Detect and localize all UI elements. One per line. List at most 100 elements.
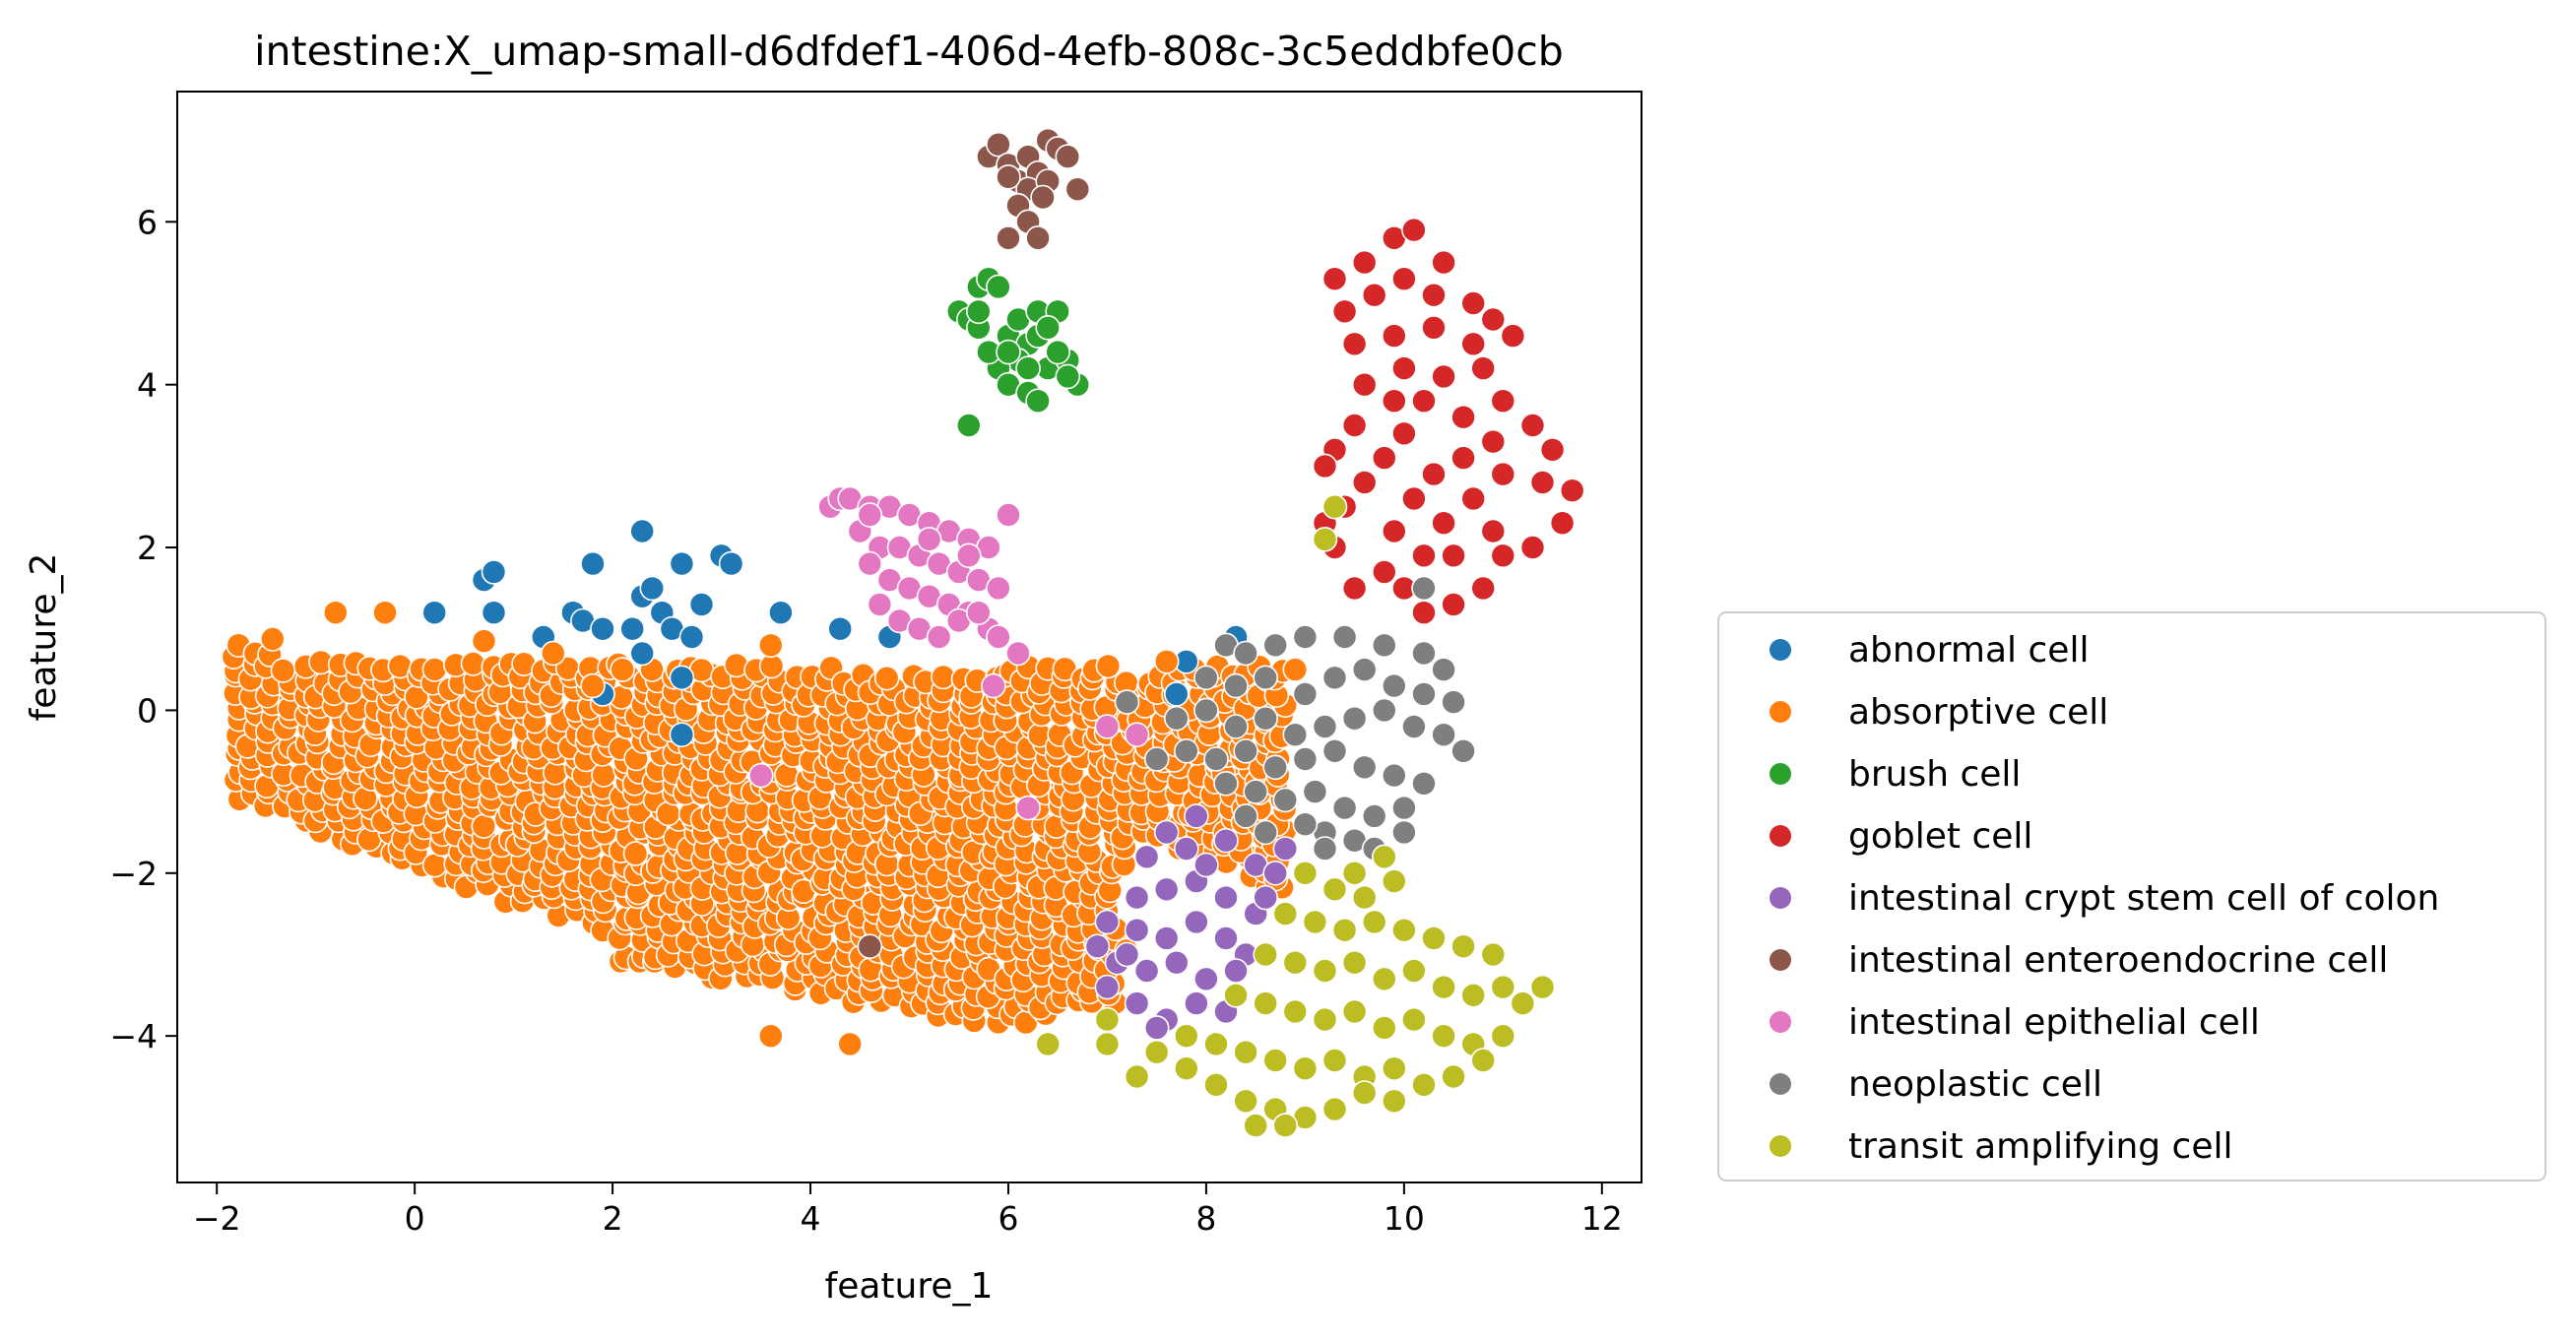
transit-amplifying-cell-point — [1282, 949, 1309, 976]
legend-marker — [1770, 1135, 1791, 1157]
transit-amplifying-cell-point — [1341, 998, 1368, 1025]
transit-amplifying-cell-point — [1341, 860, 1368, 886]
goblet-cell-point — [1382, 323, 1407, 349]
y-tick-label: 6 — [137, 203, 158, 241]
transit-amplifying-cell-point — [1431, 1023, 1456, 1049]
x-tick-label: 10 — [1384, 1199, 1425, 1238]
intestinal-crypt-stem-cell-of-colon-point — [1124, 884, 1150, 911]
absorptive-cell-point — [757, 632, 784, 659]
neoplastic-cell-point — [1272, 787, 1299, 813]
transit-amplifying-cell-point — [1372, 966, 1397, 992]
goblet-cell-point — [1539, 436, 1566, 463]
chart-title: intestine:X_umap-small-d6dfdef1-406d-4ef… — [254, 28, 1564, 75]
neoplastic-cell-point — [1411, 770, 1437, 797]
x-tick-label: 4 — [801, 1199, 821, 1238]
legend-label: intestinal crypt stem cell of colon — [1848, 878, 2439, 919]
transit-amplifying-cell-point — [1253, 990, 1278, 1016]
transit-amplifying-cell-point — [1203, 1031, 1229, 1057]
absorptive-point — [873, 665, 900, 691]
intestinal-crypt-stem-cell-of-colon-point — [1124, 990, 1150, 1016]
brush-cell-point — [1025, 388, 1051, 415]
intestinal-epithelial-cell-point — [955, 543, 982, 569]
neoplastic-cell-point — [1114, 689, 1140, 715]
transit-amplifying-cell-point — [1490, 1023, 1516, 1049]
neoplastic-cell-point — [1223, 714, 1249, 739]
transit-amplifying-cell-point — [1223, 982, 1249, 1008]
intestinal-crypt-stem-cell-of-colon-point — [1114, 941, 1140, 968]
neoplastic-cell-point — [1292, 624, 1319, 650]
intestinal-epithelial-cell-point — [996, 502, 1021, 528]
transit-amplifying-cell-point — [1243, 1113, 1268, 1138]
legend: abnormal cell absorptive cell brush cell go… — [1717, 611, 2546, 1181]
intestinal-crypt-stem-cell-of-colon-point — [1193, 852, 1219, 878]
transit-amplifying-cell-point — [1233, 1088, 1258, 1115]
transit-amplifying-cell-point — [1321, 1048, 1348, 1073]
absorptive-cell-point — [610, 657, 635, 682]
x-tick-label: 8 — [1195, 1199, 1216, 1238]
brush-cell-point — [1035, 314, 1061, 341]
neoplastic-cell-point — [1233, 737, 1258, 764]
neoplastic-cell-point — [1351, 754, 1378, 781]
transit-amplifying-cell-point — [1321, 876, 1348, 903]
transit-amplifying-cell-point — [1421, 926, 1447, 951]
neoplastic-cell-point — [1312, 714, 1338, 739]
intestinal-epithelial-cell-point — [747, 762, 774, 789]
absorptive-point — [471, 813, 497, 839]
absorptive-point — [460, 651, 486, 676]
intestinal-enteroendocrine-cell-point — [996, 225, 1021, 251]
abnormal-cell-point — [639, 575, 666, 602]
transit-amplifying-cell-point — [1203, 1072, 1229, 1098]
intestinal-epithelial-cell-point — [965, 600, 992, 626]
brush-cell-point — [986, 274, 1011, 300]
intestinal-epithelial-cell-point — [916, 526, 942, 552]
intestinal-epithelial-cell-point — [857, 550, 883, 577]
absorptive-point — [421, 657, 448, 682]
goblet-cell-point — [1549, 510, 1576, 537]
goblet-cell-point — [1351, 470, 1378, 495]
goblet-cell-point — [1391, 355, 1417, 381]
transit-amplifying-cell-point — [1094, 1006, 1121, 1033]
y-tick-label: 2 — [137, 529, 158, 567]
x-tick-label: 2 — [603, 1199, 623, 1238]
transit-amplifying-cell-point — [1441, 1063, 1466, 1090]
neoplastic-cell-point — [1253, 705, 1278, 732]
abnormal-cell-point — [580, 550, 606, 577]
intestinal-epithelial-cell-point — [1015, 795, 1041, 821]
abnormal-cell-point — [629, 518, 656, 544]
transit-amplifying-cell-point — [1341, 949, 1368, 976]
goblet-cell-point — [1401, 217, 1427, 243]
goblet-cell-point — [1411, 543, 1437, 569]
transit-amplifying-cell-point — [1094, 1031, 1121, 1057]
neoplastic-cell-point — [1164, 705, 1190, 732]
transit-amplifying-cell-point — [1372, 1015, 1397, 1041]
neoplastic-cell-point — [1361, 803, 1387, 829]
goblet-cell-point — [1341, 413, 1368, 438]
goblet-cell-point — [1480, 428, 1507, 455]
goblet-cell-point — [1321, 266, 1348, 292]
abnormal-cell-point — [1164, 681, 1190, 707]
goblet-cell-point — [1460, 331, 1486, 357]
neoplastic-cell-point — [1401, 714, 1427, 739]
points-layer — [221, 127, 1585, 1138]
x-axis: −2 0 2 4 6 8 10 12 — [193, 1182, 1623, 1238]
transit-amplifying-cell-point — [1321, 1096, 1348, 1122]
abnormal-cell-point — [768, 600, 794, 626]
neoplastic-cell-point — [1391, 795, 1417, 821]
abnormal-cell-point — [481, 559, 507, 585]
legend-marker — [1770, 763, 1791, 785]
transit-amplifying-cell-point — [1292, 1055, 1319, 1081]
goblet-cell-point — [1431, 510, 1456, 537]
goblet-cell-point — [1470, 575, 1496, 602]
transit-amplifying-cell-point — [1401, 958, 1427, 984]
intestinal-crypt-stem-cell-of-colon-point — [1213, 926, 1239, 951]
absorptive-cell-point — [757, 1023, 784, 1049]
intestinal-crypt-stem-cell-of-colon-point — [1124, 917, 1150, 943]
intestinal-crypt-stem-cell-of-colon-point — [1184, 803, 1209, 829]
goblet-cell-point — [1490, 388, 1516, 415]
neoplastic-cell-point — [1331, 795, 1358, 821]
goblet-cell-point — [1372, 559, 1397, 585]
transit-amplifying-cell-point — [1382, 1055, 1407, 1081]
transit-amplifying-cell-point — [1391, 917, 1417, 943]
intestinal-epithelial-cell-point — [986, 624, 1011, 650]
